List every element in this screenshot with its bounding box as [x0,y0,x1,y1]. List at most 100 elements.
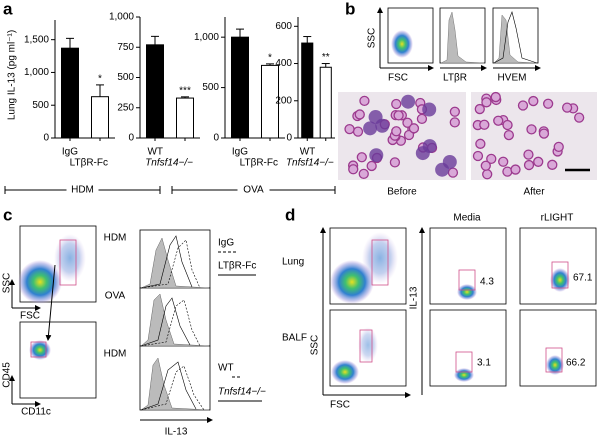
histogram [140,235,193,289]
y-tick-label: 1,000 [109,12,134,23]
cell [344,124,355,135]
image-label: After [523,187,545,198]
significance: * [98,74,102,85]
density [331,360,359,384]
x-tick-label: Tnfsf14−/− [286,158,334,169]
cell [502,119,513,131]
x-tick-label: LTβR-Fc [70,158,108,169]
cell [447,167,459,178]
row-label: HDM [104,349,127,360]
cell [442,154,457,169]
group-label: OVA [243,185,264,196]
cell [393,110,404,121]
axis-label: FSC [20,311,40,322]
histogram [140,361,197,411]
significance: *** [179,86,191,97]
legend-label: Tnfsf14−/− [218,387,266,398]
gate-value: 3.1 [477,358,491,369]
panel-label: c [3,205,12,224]
gate [371,239,389,286]
cell [366,160,377,172]
cell [528,95,539,107]
axis-label: CD11c [21,407,51,418]
panel-c: SSC FSC CD45 CD11c IL-13 HDM OVA HDM IgG… [2,225,266,438]
gate-value: 67.1 [573,273,593,284]
density [358,327,378,363]
panel-label: b [345,0,355,18]
axis-label: IL-13 [165,427,188,438]
cell [503,129,515,141]
histogram [140,357,210,411]
bar [176,97,194,139]
cell [403,129,415,141]
histogram [493,11,538,64]
bar [146,44,164,139]
histogram [140,237,210,289]
axis-label: HVEM [498,73,527,84]
cell [475,138,486,149]
x-tick-label: IgG [232,147,248,158]
panel-label: a [3,0,13,18]
x-tick-label: Tnfsf14−/− [145,158,193,169]
y-tick-label: 200 [275,95,292,106]
group-label: HDM [71,185,94,196]
density [391,30,413,58]
gate [30,341,47,358]
cell [369,148,384,163]
cell [526,124,537,135]
cell [542,98,554,109]
bar [91,96,109,139]
histogram [140,365,205,411]
axis-label: FSC [330,400,350,411]
y-tick-label: 0 [286,133,292,144]
bar [61,47,79,139]
panel-b: SSC FSC LTβR HVEM Before After [338,7,597,198]
y-tick-label: 750 [117,42,134,53]
cell [574,112,585,123]
density [362,232,398,284]
density [457,284,477,300]
cell [561,102,573,113]
cell [538,128,550,139]
histogram [440,11,485,64]
cell [363,121,378,136]
cell [449,117,460,128]
cell [479,119,490,130]
histogram [140,239,201,289]
x-tick-label: WT [300,147,316,158]
gate-value: 66.2 [566,358,586,369]
axis-label: SSC [367,28,378,49]
gate [59,239,77,286]
cell [401,94,416,109]
cell [474,103,485,115]
bar [301,42,314,139]
density [550,268,570,292]
cell [359,95,370,107]
cell [415,146,430,161]
cell [352,126,364,137]
density [29,340,51,360]
cell [416,113,428,125]
gate [455,351,473,373]
cell [402,117,413,128]
y-tick-label: 400 [275,58,292,69]
panel-label: d [285,205,295,224]
axis-label: SSC [2,273,13,294]
gate [551,261,569,289]
cell [547,159,558,170]
cell [356,152,367,163]
cell [523,159,535,171]
y-tick-label: 1,500 [24,34,49,45]
cell [510,164,521,175]
image-label: Before [387,187,417,198]
cell [490,91,501,103]
cell [348,164,359,175]
row-label: OVA [105,291,126,302]
density [54,234,86,282]
significance: ** [322,52,330,63]
cell [486,153,497,165]
y-tick-label: 0 [43,133,49,144]
y-tick-label: 0 [213,133,219,144]
cell [481,97,492,108]
